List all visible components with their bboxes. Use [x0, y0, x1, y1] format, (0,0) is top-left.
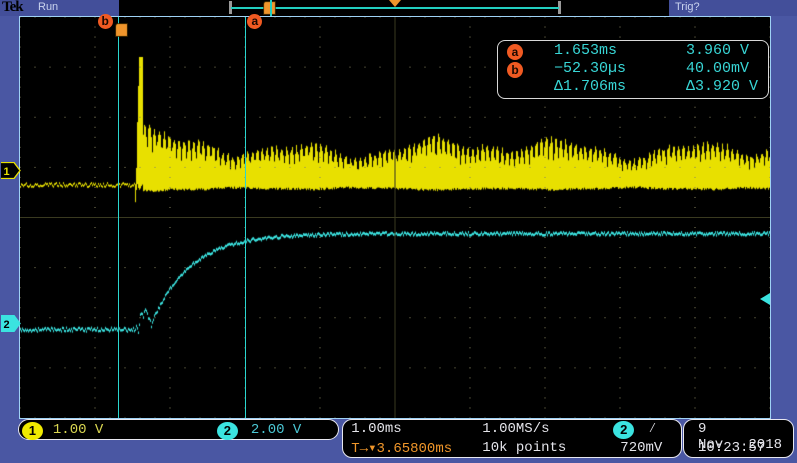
- svg-text:1: 1: [4, 166, 10, 178]
- svg-text:2: 2: [4, 319, 10, 331]
